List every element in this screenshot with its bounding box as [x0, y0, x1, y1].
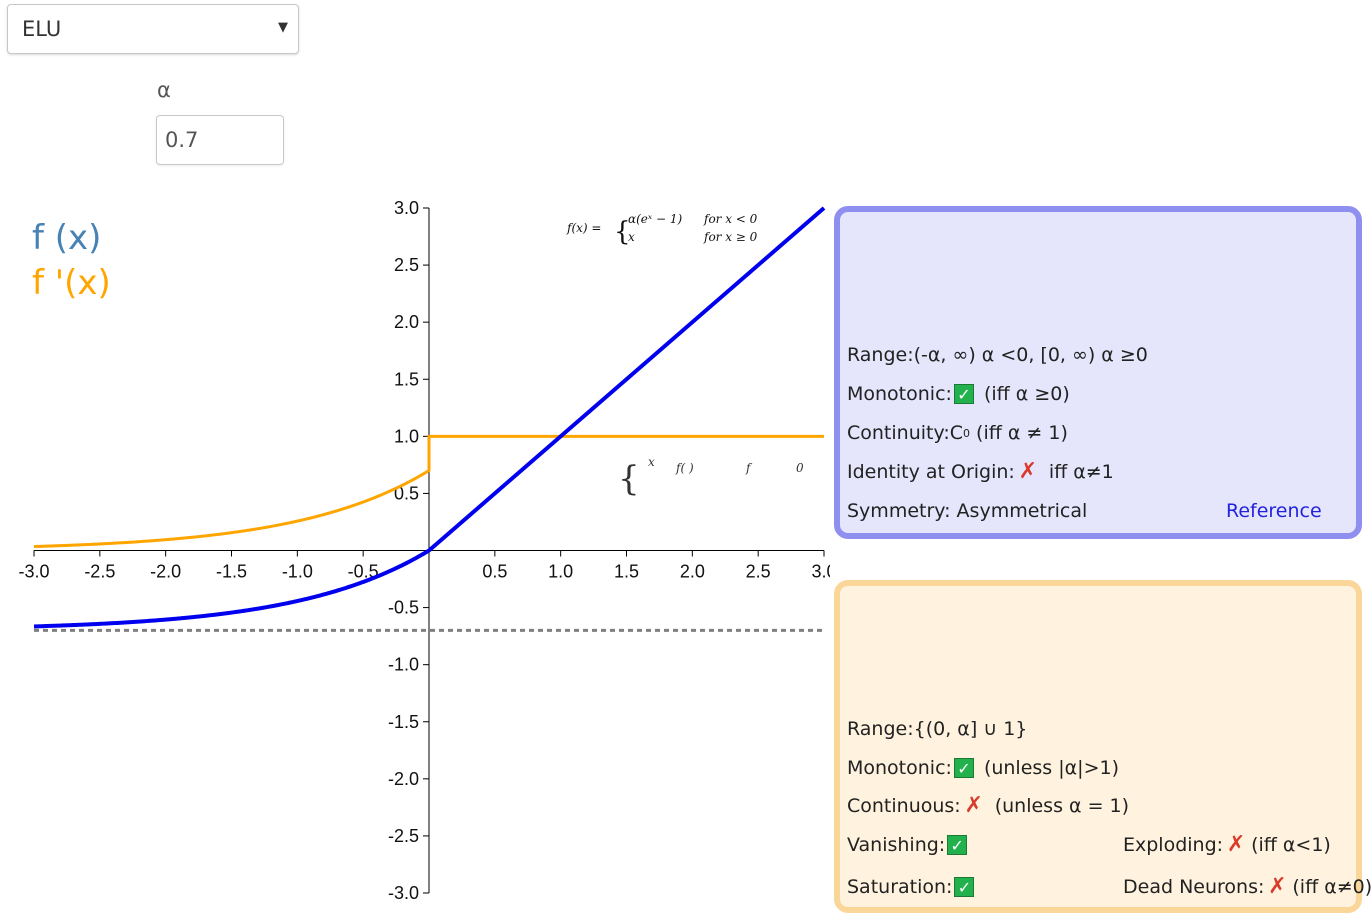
monotonic-label: Monotonic:: [847, 383, 952, 405]
prop-d-saturation: Saturation: ✓: [847, 876, 978, 898]
function-series-line: [33, 206, 826, 629]
identity-label: Identity at Origin:: [847, 461, 1015, 483]
legend-fprime: f '(x): [32, 263, 111, 303]
prop-d-range: Range: {(0, α] ∪ 1}: [847, 718, 1027, 740]
prop-continuity: Continuity: C 0 (iff α ≠ 1): [847, 422, 1068, 444]
y-tick-label: -3.0: [388, 883, 419, 903]
prop-range: Range: (-α, ∞) α <0, [0, ∞) α ≥0: [847, 344, 1148, 366]
check-icon: ✓: [947, 835, 968, 855]
continuity-value: C: [949, 422, 964, 444]
cross-icon: ✗: [964, 793, 983, 818]
d-dead-note: (iff α≠0): [1292, 876, 1372, 898]
symmetry-label: Symmetry:: [847, 500, 951, 522]
y-tick-label: -1.5: [388, 712, 419, 732]
d-range-label: Range:: [847, 718, 914, 740]
alpha-label: α: [157, 78, 171, 102]
prop-monotonic: Monotonic: ✓ (iff α ≥0): [847, 383, 1070, 405]
x-tick-label: -0.5: [348, 562, 379, 582]
identity-note: iff α≠1: [1048, 461, 1114, 483]
cross-icon: ✗: [1226, 832, 1246, 857]
symmetry-value: Asymmetrical: [956, 500, 1088, 522]
legend-f: f (x): [32, 218, 102, 258]
prop-d-exploding: Exploding: ✗ (iff α<1): [1123, 832, 1331, 857]
y-tick-label: 2.0: [394, 312, 419, 332]
formula-case2-expr: x: [628, 230, 635, 244]
cross-icon: ✗: [1268, 874, 1287, 899]
check-icon: ✓: [953, 758, 974, 778]
chart-plot: [33, 206, 826, 632]
y-tick-label: -1.0: [388, 655, 419, 675]
y-tick-label: -0.5: [388, 598, 419, 618]
range-value: (-α, ∞) α <0, [0, ∞) α ≥0: [913, 344, 1148, 366]
continuity-label: Continuity:: [847, 422, 950, 444]
x-tick-label: 2.5: [746, 562, 771, 582]
check-icon: ✓: [953, 384, 974, 404]
y-tick-label: 1.0: [394, 426, 419, 446]
formula-f: f(x) = { α(eˣ − 1) for x < 0 x for x ≥ 0: [566, 212, 758, 247]
formula-case2-cond: for x ≥ 0: [703, 230, 758, 244]
activation-chart: -3.0 -2.5 -2.0 -1.5 -1.0 -0.5 0.5 1.0 1.5 2.0 2.5 3…: [18, 198, 830, 903]
y-tick-label: 2.5: [394, 255, 419, 275]
y-tick-label: -2.0: [388, 769, 419, 789]
d-monotonic-label: Monotonic:: [847, 757, 952, 779]
d-continuous-label: Continuous:: [847, 795, 961, 817]
prop-d-continuous: Continuous: ✗ (unless α = 1): [847, 793, 1130, 818]
range-label: Range:: [847, 344, 914, 366]
monotonic-note: (iff α ≥0): [983, 383, 1070, 405]
d-monotonic-note: (unless |α|>1): [983, 757, 1119, 779]
x-tick-label: -3.0: [18, 562, 49, 582]
continuity-sup: 0: [963, 426, 971, 440]
x-tick-label: -1.0: [282, 562, 313, 582]
x-tick-label: -1.5: [216, 562, 247, 582]
x-tick-label: 0.5: [482, 562, 507, 582]
prop-identity: Identity at Origin: ✗ iff α≠1: [847, 459, 1114, 484]
chevron-down-icon: ▼: [278, 20, 288, 35]
x-tick-label: -2.0: [150, 562, 181, 582]
d-saturation-label: Saturation:: [847, 876, 953, 898]
d-vanishing-label: Vanishing:: [847, 834, 946, 856]
prop-d-vanishing: Vanishing: ✓: [847, 834, 971, 856]
y-tick-label: 3.0: [394, 198, 419, 218]
selected-function-value: ELU: [22, 17, 62, 41]
y-tick-label: -2.5: [388, 826, 419, 846]
y-tick-label: 1.5: [394, 369, 419, 389]
alpha-input-value: 0.7: [165, 128, 199, 152]
x-tick-label: 1.5: [614, 562, 639, 582]
x-tick-label: 3.0: [811, 562, 830, 582]
prop-d-monotonic: Monotonic: ✓ (unless |α|>1): [847, 757, 1119, 779]
formula-deriv-f: f( ): [675, 461, 694, 475]
d-continuous-note: (unless α = 1): [994, 795, 1130, 817]
formula-fprime-partial: { x f( ) f 0: [618, 455, 804, 499]
formula-brace-2: {: [618, 459, 640, 499]
reference-link[interactable]: Reference: [1226, 500, 1322, 522]
formula-deriv-f2: f: [745, 461, 753, 475]
d-exploding-note: (iff α<1): [1251, 834, 1331, 856]
derivative-properties-panel: Range: {(0, α] ∪ 1} Monotonic: ✓ (unless…: [834, 580, 1372, 913]
x-tick-label: 1.0: [548, 562, 573, 582]
formula-lhs: f(x) =: [566, 221, 601, 235]
d-exploding-label: Exploding:: [1123, 834, 1224, 856]
formula-deriv-x: x: [648, 455, 655, 469]
prop-d-dead-neurons: Dead Neurons: ✗ (iff α≠0): [1123, 874, 1372, 899]
d-range-value: {(0, α] ∪ 1}: [913, 718, 1028, 740]
check-icon: ✓: [954, 877, 975, 897]
continuity-note: (iff α ≠ 1): [976, 422, 1068, 444]
derivative-series-line: [33, 434, 824, 549]
prop-symmetry: Symmetry: Asymmetrical: [847, 500, 1087, 522]
chart-ticks: -3.0 -2.5 -2.0 -1.5 -1.0 -0.5 0.5 1.0 1.5 2.0 2.5 3…: [18, 198, 830, 903]
d-dead-label: Dead Neurons:: [1123, 876, 1265, 898]
formula-case1-expr: α(eˣ − 1): [628, 212, 682, 226]
formula-case1-cond: for x < 0: [703, 212, 758, 226]
x-tick-label: -2.5: [84, 562, 115, 582]
function-properties-panel: Range: (-α, ∞) α <0, [0, ∞) α ≥0 Monoton…: [834, 206, 1362, 539]
y-tick-label: 0.5: [394, 483, 419, 503]
activation-function-select[interactable]: ELU ▼: [7, 4, 299, 54]
x-tick-label: 2.0: [680, 562, 705, 582]
formula-deriv-0: 0: [796, 461, 804, 475]
cross-icon: ✗: [1018, 459, 1038, 484]
formula-brace: {: [614, 217, 631, 247]
alpha-input[interactable]: 0.7: [156, 115, 284, 165]
